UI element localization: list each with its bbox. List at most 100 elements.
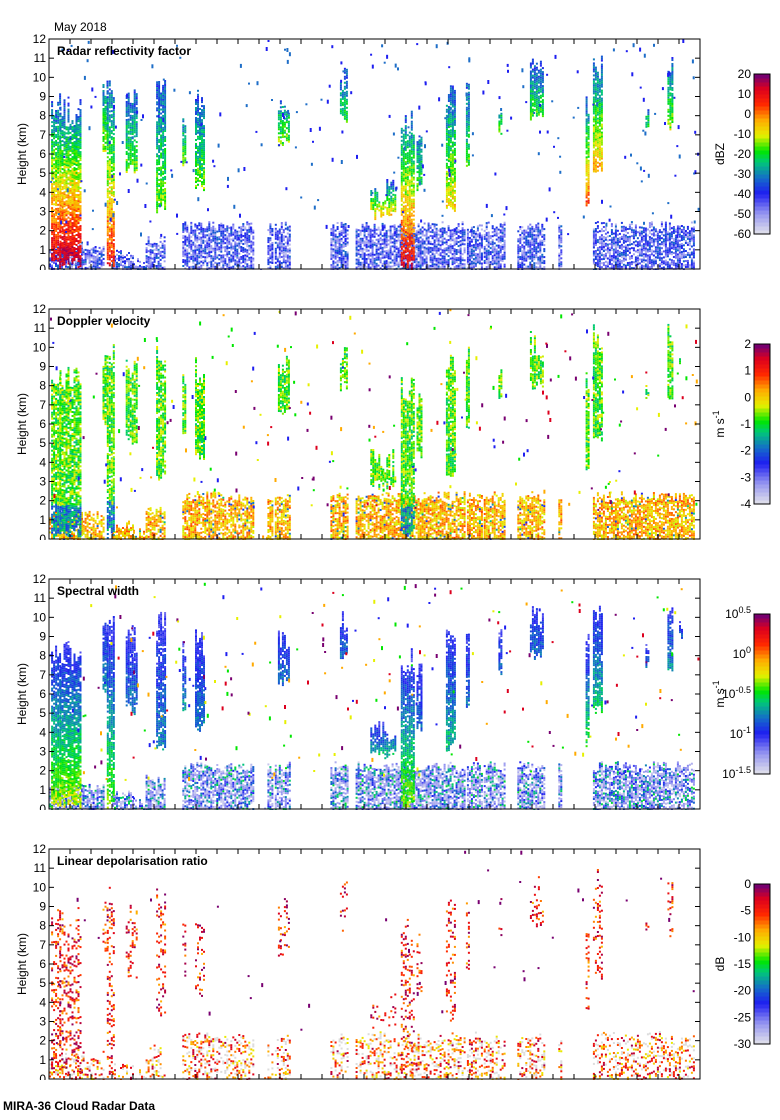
heatmap-cell	[417, 237, 420, 240]
heatmap-cell	[186, 226, 189, 229]
heatmap-cell	[638, 254, 641, 257]
heatmap-cell	[69, 251, 72, 254]
heatmap-cell	[644, 233, 647, 236]
heatmap-cell	[472, 264, 475, 267]
heatmap-cell	[359, 247, 362, 250]
heatmap-cell	[610, 239, 613, 242]
heatmap-cell	[75, 138, 78, 140]
heatmap-cell	[468, 265, 471, 267]
heatmap-cell	[485, 260, 488, 263]
heatmap-cell	[614, 229, 617, 232]
heatmap-cell	[228, 240, 231, 243]
heatmap-cell	[75, 218, 78, 220]
heatmap-cell	[151, 251, 154, 254]
heatmap-cell	[53, 127, 56, 130]
heatmap-cell	[656, 236, 659, 239]
heatmap-cell	[658, 249, 661, 252]
heatmap-cell	[69, 201, 72, 204]
heatmap-cell	[280, 248, 283, 250]
heatmap-cell	[238, 234, 241, 237]
heatmap-cell	[399, 229, 402, 232]
heatmap-cell	[242, 255, 245, 257]
heatmap-cell	[666, 263, 669, 266]
heatmap-cell	[435, 223, 438, 226]
heatmap-cell	[369, 238, 372, 241]
heatmap-cell	[59, 246, 62, 249]
heatmap-cell	[521, 252, 524, 255]
heatmap-cell	[608, 243, 611, 245]
heatmap-cell	[75, 230, 78, 232]
heatmap-cell	[71, 250, 74, 253]
heatmap-cell	[541, 235, 544, 238]
heatmap-cell	[330, 230, 333, 232]
heatmap-cell	[269, 229, 272, 232]
heatmap-cell	[363, 244, 366, 247]
heatmap-cell	[63, 171, 66, 174]
heatmap-cell	[198, 256, 201, 259]
heatmap-cell	[332, 238, 335, 241]
heatmap-cell	[65, 208, 68, 211]
heatmap-cell	[106, 90, 109, 93]
heatmap-cell	[106, 218, 109, 221]
heatmap-cell	[94, 262, 97, 264]
heatmap-cell	[65, 186, 68, 189]
heatmap-cell	[425, 243, 428, 246]
heatmap-cell	[77, 254, 80, 257]
heatmap-cell	[419, 258, 422, 261]
heatmap-cell	[65, 136, 68, 139]
heatmap-cell	[690, 239, 693, 242]
heatmap-cell	[472, 262, 475, 265]
heatmap-cell	[600, 246, 603, 249]
heatmap-cell	[678, 261, 681, 264]
heatmap-cell	[680, 247, 683, 249]
heatmap-cell	[417, 265, 420, 268]
heatmap-cell	[612, 232, 615, 235]
heatmap-cell	[71, 224, 74, 227]
heatmap-cell	[116, 257, 118, 260]
heatmap-cell	[57, 199, 60, 202]
heatmap-cell	[67, 198, 70, 201]
heatmap-cell	[71, 122, 74, 125]
heatmap-cell	[445, 239, 448, 242]
heatmap-cell	[106, 164, 109, 167]
heatmap-cell	[487, 263, 490, 266]
heatmap-cell	[644, 239, 647, 242]
heatmap-cell	[82, 263, 85, 266]
heatmap-cell	[385, 256, 388, 259]
heatmap-cell	[439, 258, 442, 261]
heatmap-cell	[690, 233, 693, 236]
heatmap-cell	[598, 242, 601, 245]
heatmap-cell	[461, 265, 464, 268]
heatmap-cell	[361, 241, 364, 244]
heatmap-cell	[489, 237, 492, 240]
heatmap-cell	[157, 262, 160, 265]
heatmap-cell	[71, 174, 74, 177]
heatmap-cell	[461, 239, 464, 242]
heatmap-cell	[248, 252, 251, 255]
heatmap-cell	[135, 265, 137, 268]
heatmap-cell	[483, 253, 486, 256]
heatmap-cell	[67, 254, 70, 257]
heatmap-cell	[367, 255, 370, 258]
heatmap-cell	[604, 244, 607, 247]
heatmap-cell	[155, 255, 158, 257]
heatmap-cell	[282, 235, 285, 238]
heatmap-cell	[79, 241, 82, 244]
heatmap-cell	[604, 264, 607, 267]
heatmap-cell	[63, 101, 66, 104]
heatmap-cell	[598, 230, 601, 233]
heatmap-cell	[385, 254, 388, 257]
heatmap-cell	[421, 258, 424, 261]
heatmap-cell	[57, 159, 60, 162]
heatmap-cell	[640, 254, 643, 257]
heatmap-cell	[79, 103, 82, 106]
heatmap-cell	[212, 221, 215, 224]
heatmap-cell	[228, 252, 231, 255]
heatmap-cell	[79, 235, 82, 238]
heatmap-cell	[355, 232, 358, 235]
heatmap-cell	[423, 250, 426, 253]
heatmap-cell	[423, 242, 426, 245]
heatmap-cell	[210, 231, 213, 234]
heatmap-cell	[59, 101, 62, 104]
heatmap-cell	[84, 254, 87, 257]
